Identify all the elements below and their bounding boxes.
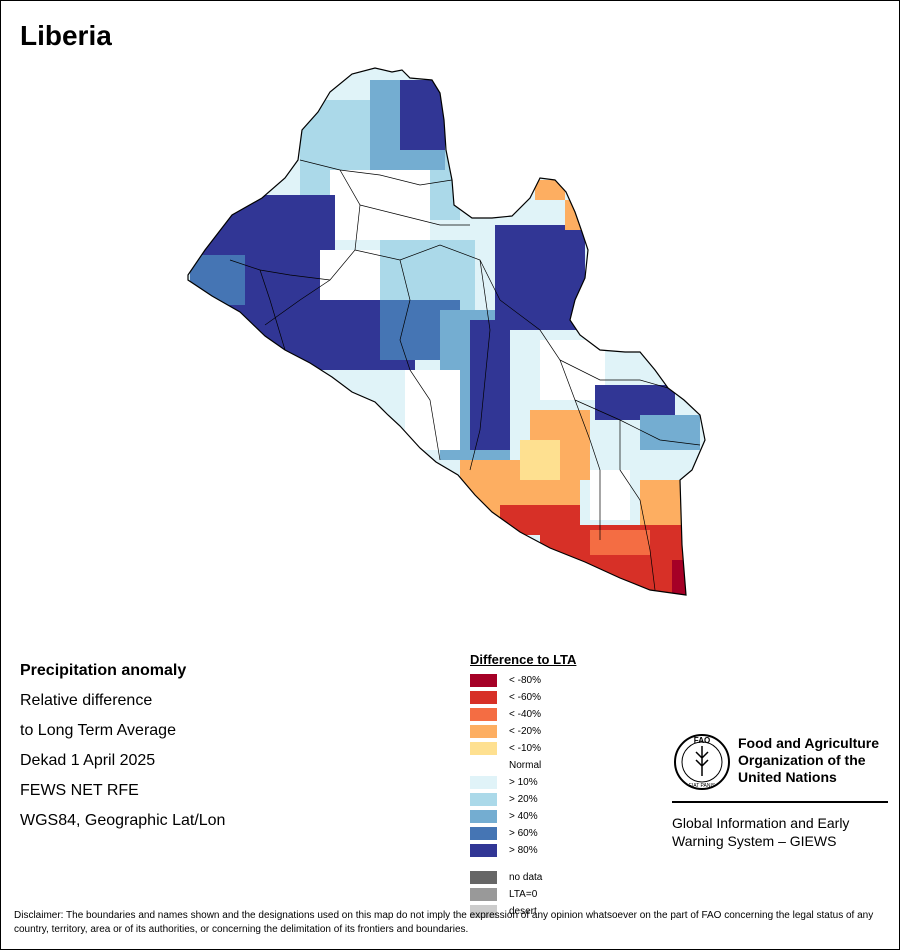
legend-class-swatch xyxy=(470,725,497,738)
disclaimer: Disclaimer: The boundaries and names sho… xyxy=(14,910,874,935)
info-line-2: to Long Term Average xyxy=(20,722,176,739)
legend-class-swatch xyxy=(470,810,497,823)
legend-class-row: Normal xyxy=(470,757,576,774)
legend-class-label: > 80% xyxy=(509,845,538,856)
legend-extra-label: desert xyxy=(509,906,537,917)
info-line-5: WGS84, Geographic Lat/Lon xyxy=(20,812,226,829)
area-south-normal xyxy=(590,470,630,520)
legend-class-row: > 40% xyxy=(470,808,576,825)
legend-class-swatch xyxy=(470,844,497,857)
map-legend: Difference to LTA < -80% < -60% < -40% < -2… xyxy=(470,652,576,920)
area-cape-palmas xyxy=(672,560,687,595)
system-name-line-2: Warning System – GIEWS xyxy=(672,833,837,849)
legend-class-swatch xyxy=(470,691,497,704)
legend-class-label: < -40% xyxy=(509,709,541,720)
legend-extra-swatch xyxy=(470,888,497,901)
legend-class-row: < -20% xyxy=(470,723,576,740)
area-nimba-dry xyxy=(535,180,565,200)
area-central-light xyxy=(380,240,475,310)
legend-class-label: > 60% xyxy=(509,828,538,839)
legend-class-swatch xyxy=(470,776,497,789)
legend-extra-swatch xyxy=(470,871,497,884)
area-grand-gedeh xyxy=(595,385,675,420)
county-boundaries xyxy=(229,159,701,591)
legend-extra-row: LTA=0 xyxy=(470,886,576,903)
org-name: Food and Agriculture Organization of the… xyxy=(738,735,880,785)
legend-class-swatch xyxy=(470,827,497,840)
area-sinoe-light xyxy=(520,440,560,480)
legend-class-row: < -40% xyxy=(470,706,576,723)
info-heading: Precipitation anomaly xyxy=(20,662,187,679)
info-line-4: FEWS NET RFE xyxy=(20,782,139,799)
legend-class-row: < -10% xyxy=(470,740,576,757)
legend-class-swatch xyxy=(470,793,497,806)
legend-class-swatch xyxy=(470,759,497,772)
legend-extra-label: no data xyxy=(509,872,543,883)
legend-extra-label: LTA=0 xyxy=(509,889,538,900)
legend-title: Difference to LTA xyxy=(470,652,577,667)
fao-logo-icon: FAO FIAT PANIS xyxy=(674,734,730,790)
legend-class-label: < -60% xyxy=(509,692,541,703)
precipitation-map xyxy=(187,67,706,596)
area-north-lofa xyxy=(400,80,445,150)
legend-class-label: > 40% xyxy=(509,811,538,822)
info-line-3: Dekad 1 April 2025 xyxy=(20,752,156,769)
legend-class-row: > 60% xyxy=(470,825,576,842)
legend-class-row: > 80% xyxy=(470,842,576,859)
legend-class-row: < -80% xyxy=(470,672,576,689)
area-nimba xyxy=(495,225,585,330)
legend-class-swatch xyxy=(470,674,497,687)
legend-class-swatch xyxy=(470,708,497,721)
legend-class-label: < -10% xyxy=(509,743,541,754)
legend-class-label: < -20% xyxy=(509,726,541,737)
legend-extra: no data LTA=0 desert xyxy=(470,869,576,920)
fao-logo-motto: FIAT PANIS xyxy=(689,783,716,789)
legend-extra-row: desert xyxy=(470,903,576,920)
map-info: Precipitation anomaly Relative differenc… xyxy=(20,656,225,836)
legend-class-row: > 10% xyxy=(470,774,576,791)
map-title: Liberia xyxy=(20,20,112,51)
legend-class-swatch xyxy=(470,742,497,755)
area-central-dark xyxy=(470,320,510,450)
area-nimba-dry-2 xyxy=(565,200,585,230)
legend-class-row: > 20% xyxy=(470,791,576,808)
area-east-normal xyxy=(540,340,605,400)
legend-class-label: > 20% xyxy=(509,794,538,805)
area-central-normal xyxy=(320,250,380,300)
legend-extra-swatch xyxy=(470,905,497,918)
country-outline xyxy=(187,67,706,596)
legend-class-label: Normal xyxy=(509,760,542,771)
org-divider xyxy=(672,801,888,803)
area-east-mid xyxy=(640,415,700,450)
legend-classes: < -80% < -60% < -40% < -20% < -10% Normal > 10… xyxy=(470,672,576,859)
legend-class-row: < -60% xyxy=(470,689,576,706)
area-grand-bassa xyxy=(405,370,460,450)
system-name-line-1: Global Information and Early xyxy=(672,815,850,831)
area-north-normal xyxy=(330,170,430,240)
system-name: Global Information and Early Warning Sys… xyxy=(672,814,888,850)
area-maryland-orange xyxy=(590,530,650,555)
legend-class-label: > 10% xyxy=(509,777,538,788)
info-line-1: Relative difference xyxy=(20,692,153,709)
legend-class-label: < -80% xyxy=(509,675,541,686)
legend-extra-row: no data xyxy=(470,869,576,886)
fao-logo-text: FAO xyxy=(694,736,710,745)
